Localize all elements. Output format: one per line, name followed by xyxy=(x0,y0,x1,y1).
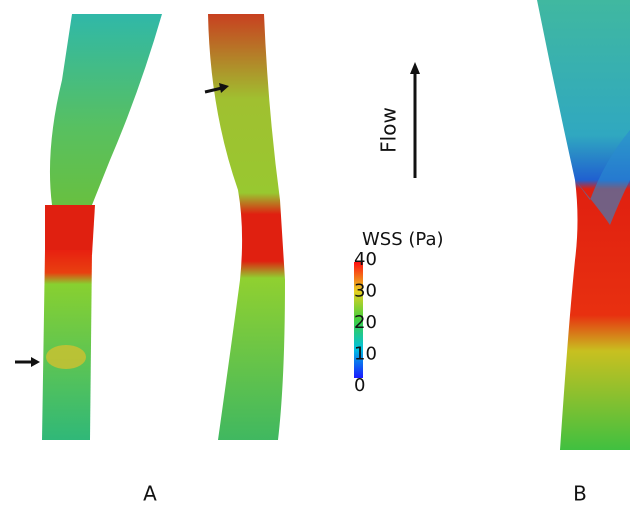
hotspot xyxy=(46,345,86,369)
colorbar-tick-label: 40 xyxy=(354,249,377,270)
colorbar-ticks: 0 10 20 30 40 xyxy=(354,249,377,396)
colorbar-tick-label: 30 xyxy=(354,281,377,302)
arrow xyxy=(204,86,223,94)
colorbar xyxy=(354,262,363,378)
recirculation xyxy=(575,130,630,225)
stenosis xyxy=(45,205,95,255)
vessel-upper xyxy=(49,14,163,205)
flow-label: Flow xyxy=(377,107,401,153)
arrowhead xyxy=(219,83,229,93)
vessel-lower xyxy=(42,250,92,440)
arrowhead xyxy=(31,357,40,367)
panel-label: A xyxy=(143,482,157,506)
colorbar-tick-label: 20 xyxy=(354,312,377,333)
arrowhead xyxy=(410,62,420,74)
vessel-zoom xyxy=(537,0,630,450)
colorbar-title: WSS (Pa) xyxy=(362,229,444,250)
colorbar-tick-label: 0 xyxy=(354,375,365,396)
vessel xyxy=(208,14,285,440)
colorbar-tick-label: 10 xyxy=(354,344,377,365)
panel-label: B xyxy=(573,482,587,506)
